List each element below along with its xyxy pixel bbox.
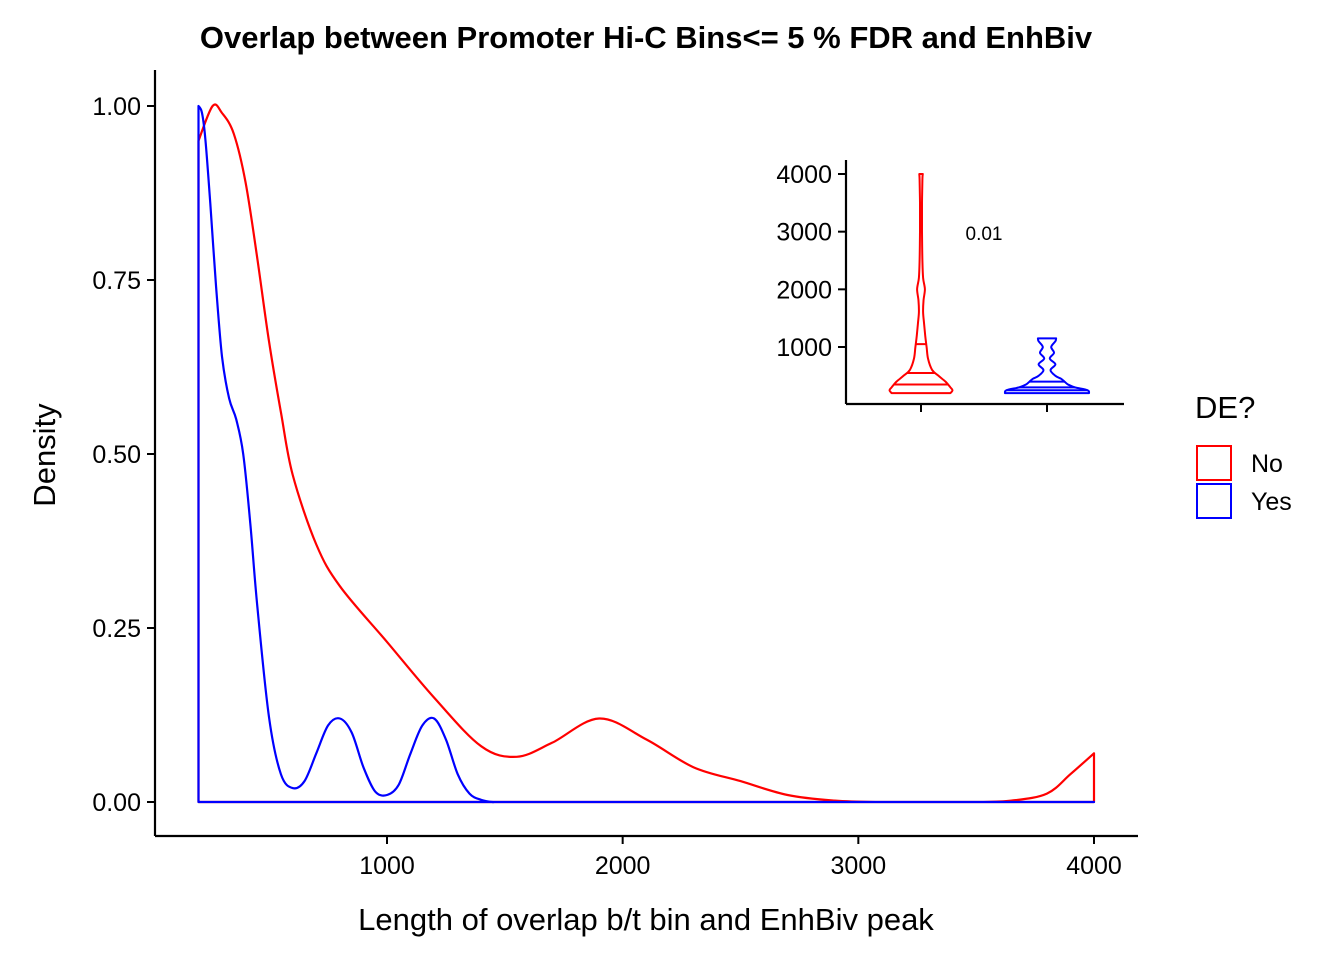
y-tick-label: 0.50 [92,441,141,469]
legend: DE? No Yes [1195,390,1292,519]
x-tick-label: 1000 [359,852,415,880]
density-curve-yes [197,104,1096,804]
inset-y-tick-label: 4000 [776,161,832,189]
p-value-annotation: 0.01 [966,224,1003,245]
density-curve-no [197,103,1096,804]
violin-no [888,173,954,395]
legend-title: DE? [1195,390,1255,425]
main-plot: 0.00 0.25 0.50 0.75 1.00 1000 2000 3000 4000 Leng… [27,70,1138,937]
legend-label-yes: Yes [1251,488,1292,516]
x-tick-label: 2000 [595,852,651,880]
inset-y-tick-label: 3000 [776,219,832,247]
inset-violin-plot: 1000 2000 3000 4000 0.01 [776,160,1124,412]
x-tick-label: 4000 [1066,852,1122,880]
violin-yes [1003,337,1091,395]
x-axis-title: Length of overlap b/t bin and EnhBiv pea… [358,902,934,937]
inset-y-tick-label: 2000 [776,276,832,304]
y-axis-title: Density [27,403,62,507]
y-tick-label: 0.25 [92,615,141,643]
y-tick-label: 1.00 [92,93,141,121]
inset-y-tick-label: 1000 [776,334,832,362]
legend-label-no: No [1251,450,1283,478]
x-tick-label: 3000 [831,852,887,880]
chart-title: Overlap between Promoter Hi-C Bins<= 5 %… [200,20,1093,55]
legend-key-yes [1196,483,1232,519]
legend-key-no [1196,445,1232,481]
y-tick-label: 0.75 [92,267,141,295]
y-tick-label: 0.00 [92,789,141,817]
